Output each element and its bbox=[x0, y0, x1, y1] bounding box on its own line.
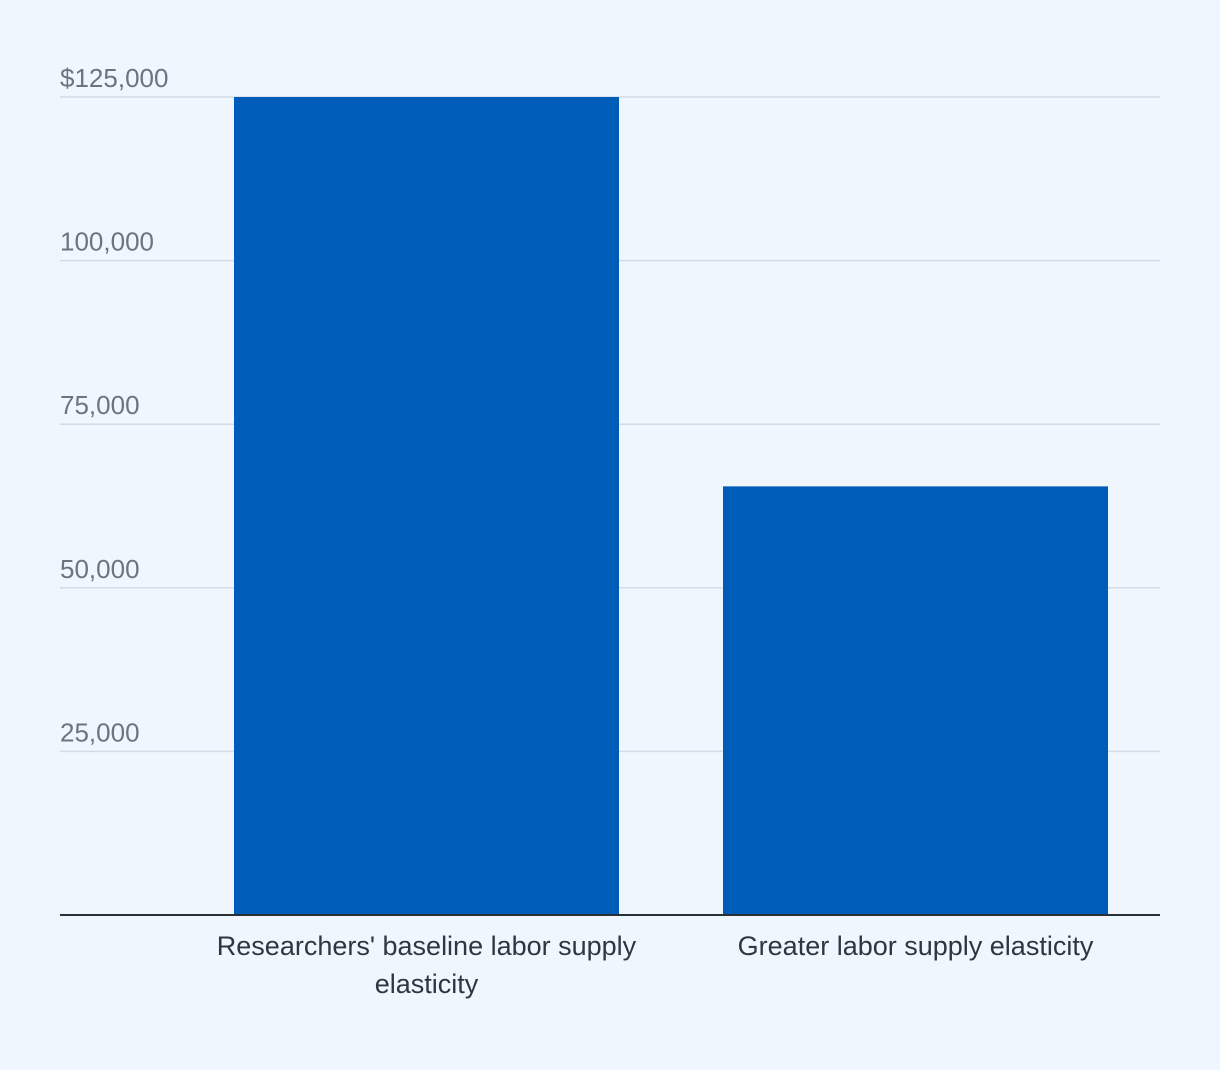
y-tick-label: 25,000 bbox=[60, 717, 140, 747]
y-axis-tick-labels: 25,000 50,000 75,000 100,000 $125,000 bbox=[60, 63, 168, 747]
bars bbox=[234, 97, 1108, 915]
x-category-label: elasticity bbox=[375, 969, 479, 999]
y-tick-label: $125,000 bbox=[60, 63, 168, 93]
x-category-label: Greater labor supply elasticity bbox=[738, 931, 1094, 961]
x-category-label: Researchers' baseline labor supply bbox=[217, 931, 637, 961]
y-tick-label: 100,000 bbox=[60, 227, 154, 257]
x-axis-category-labels: Researchers' baseline labor supply elasti… bbox=[217, 931, 1094, 999]
bar bbox=[723, 486, 1108, 915]
y-tick-label: 75,000 bbox=[60, 390, 140, 420]
y-tick-label: 50,000 bbox=[60, 554, 140, 584]
bar bbox=[234, 97, 619, 915]
